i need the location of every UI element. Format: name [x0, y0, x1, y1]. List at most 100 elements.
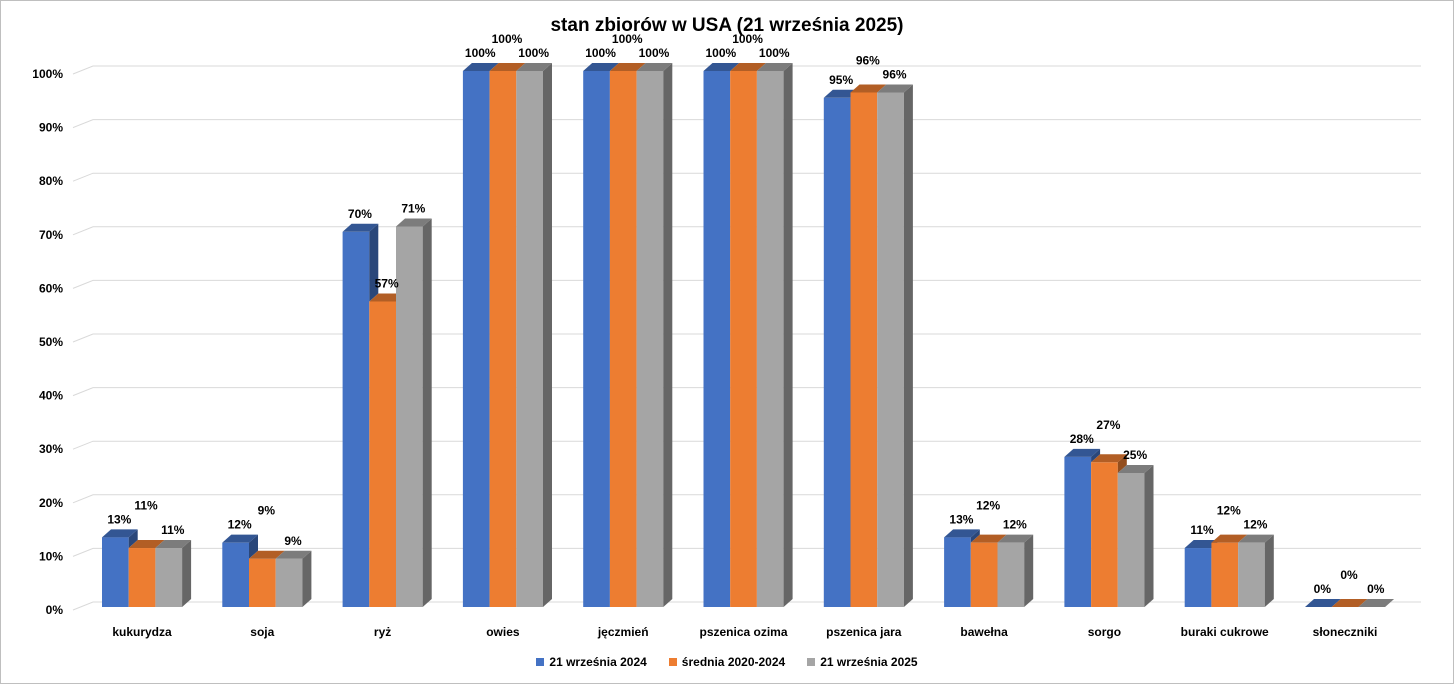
bar [850, 92, 878, 607]
bar-group: 95%96%96% [823, 53, 913, 608]
bar-top [1305, 599, 1341, 607]
data-label: 11% [1190, 523, 1214, 537]
bar-group: 0% 0% 0% [1305, 568, 1395, 607]
legend-swatch [668, 658, 677, 666]
bar-top [970, 534, 1007, 543]
category-label: owies [486, 625, 520, 639]
y-tick-label: 80% [39, 174, 63, 188]
bar-top [222, 534, 258, 543]
category-label: słoneczniki [1313, 625, 1378, 639]
legend-label: 21 września 2025 [820, 655, 918, 669]
bar [823, 97, 851, 608]
gridline [72, 387, 1421, 397]
legend-label: 21 września 2024 [549, 655, 647, 669]
category-label: jęczmień [597, 625, 649, 639]
bar-side [1144, 465, 1154, 607]
bar-group: 28%27% 25% [1064, 418, 1154, 607]
bar-group: 11%12%12% [1184, 504, 1274, 607]
bar [756, 71, 784, 607]
bar-group: 12% 9% 9% [222, 504, 312, 607]
bar-top [756, 63, 793, 71]
gridline [72, 279, 1421, 289]
data-label: 100% [705, 46, 736, 60]
bar-group: 100%100%100% [583, 32, 673, 607]
bar [489, 71, 517, 607]
bar-group: 13%12%12% [944, 498, 1034, 607]
y-tick-label: 50% [39, 335, 63, 349]
bar-side [1024, 534, 1034, 607]
legend: 21 września 2024 średnia 2020-2024 21 wrze… [1, 655, 1453, 669]
data-label: 12% [1217, 504, 1241, 518]
bar [1184, 548, 1212, 607]
data-label: 25% [1123, 448, 1147, 462]
y-tick-label: 10% [39, 549, 63, 563]
data-label: 100% [639, 46, 670, 60]
bar-side [128, 529, 138, 549]
data-label: 100% [465, 46, 496, 60]
bar [342, 231, 370, 608]
data-label: 95% [829, 73, 853, 87]
y-tick-label: 30% [39, 442, 63, 456]
data-label: 100% [518, 46, 549, 60]
bar [102, 537, 129, 607]
bar-top [850, 84, 887, 93]
bar-side [663, 63, 673, 607]
data-label: 100% [612, 32, 643, 46]
data-label: 70% [348, 207, 372, 221]
gridline [72, 65, 1421, 75]
bar-top [155, 540, 192, 549]
bar-top [102, 529, 138, 538]
bar-top [1331, 599, 1368, 607]
category-label: bawełna [960, 625, 1008, 639]
bar [249, 558, 276, 607]
bar-side [369, 223, 379, 302]
bar [155, 548, 183, 607]
y-tick-label: 0% [46, 603, 64, 617]
data-label: 96% [883, 67, 907, 81]
bar-top [636, 63, 673, 71]
y-tick-label: 60% [39, 281, 63, 295]
bar-top [489, 63, 526, 71]
bar-side [302, 550, 312, 607]
bar [944, 537, 971, 607]
y-tick-label: 100% [32, 67, 63, 81]
data-label: 100% [732, 32, 763, 46]
bar [636, 71, 664, 607]
data-label: 13% [949, 512, 973, 526]
bar [877, 92, 904, 607]
gridline [72, 172, 1421, 182]
data-label: 96% [856, 53, 880, 67]
data-label: 28% [1070, 432, 1094, 446]
bar [222, 542, 249, 607]
bar [396, 226, 423, 607]
bar-top [1238, 534, 1274, 543]
data-label: 57% [375, 276, 399, 290]
gridline [72, 333, 1421, 343]
bar-top [462, 63, 499, 71]
bar [128, 548, 156, 607]
bar-top [877, 84, 913, 93]
bar [1117, 473, 1145, 607]
bar-group: 13%11%11% [102, 498, 192, 607]
data-label: 9% [258, 504, 276, 518]
bar-top [342, 223, 379, 232]
bar [703, 71, 731, 607]
bar-side [422, 218, 432, 607]
gridline [72, 119, 1421, 129]
bar-top [997, 534, 1034, 543]
bar [1091, 462, 1118, 607]
legend-swatch [536, 658, 545, 666]
legend-item: średnia 2020-2024 [668, 655, 785, 669]
bar-side [182, 540, 192, 607]
bar-side [1091, 448, 1101, 463]
data-label: 11% [161, 523, 185, 537]
bar-group: 100%100%100% [462, 32, 552, 607]
bar-group: 100%100%100% [703, 32, 793, 607]
legend-item: 21 września 2024 [536, 655, 647, 669]
bar-side [783, 63, 793, 607]
bar [1211, 542, 1239, 607]
bar [970, 542, 998, 607]
bar [275, 558, 303, 607]
data-label: 13% [107, 512, 131, 526]
